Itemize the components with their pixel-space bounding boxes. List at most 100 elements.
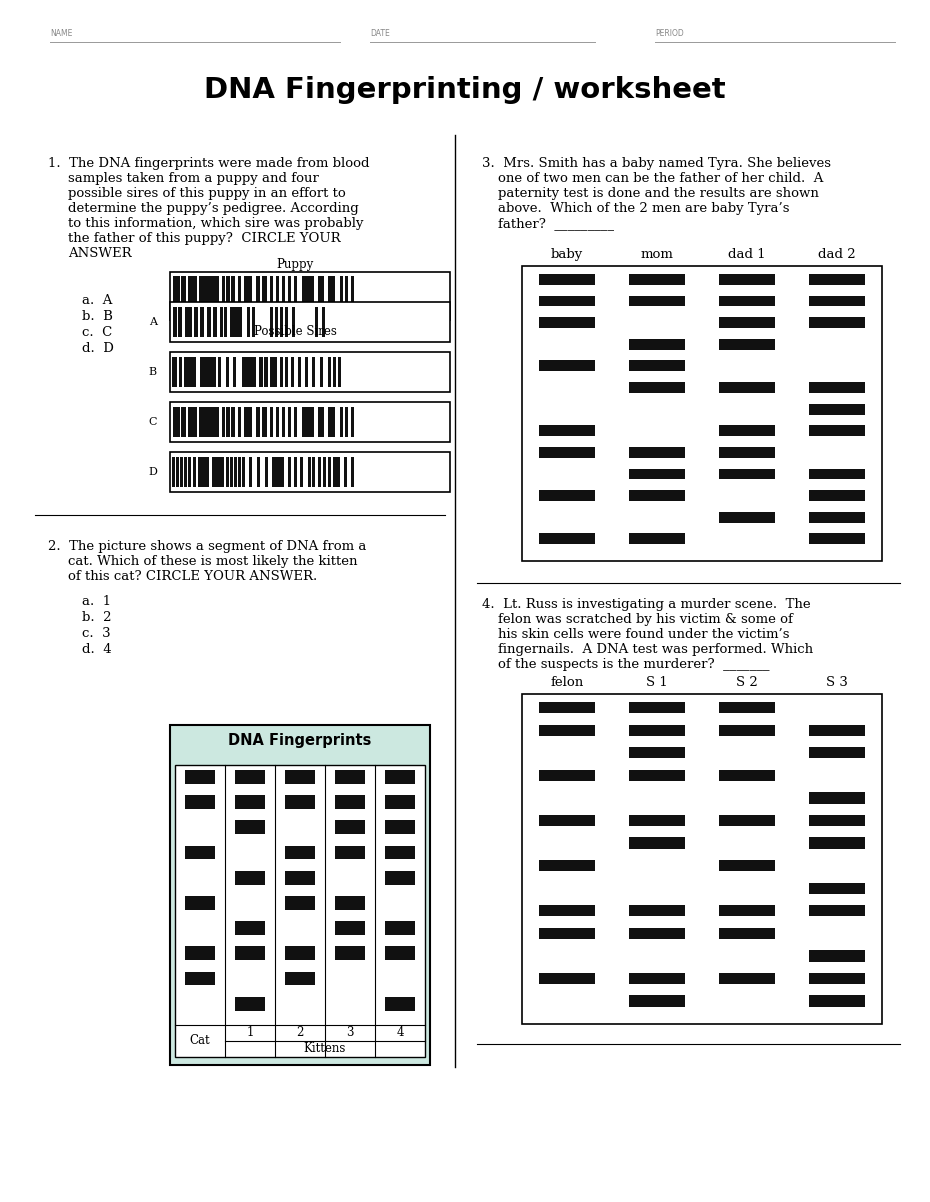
Bar (235, 921, 265, 935)
Bar (213, 307, 217, 337)
Bar (522, 266, 882, 561)
Text: a.  1: a. 1 (82, 595, 111, 608)
Bar (719, 859, 775, 871)
Bar (193, 457, 196, 487)
Bar (318, 276, 324, 316)
Bar (340, 276, 343, 316)
Text: A: A (149, 317, 157, 327)
Bar (539, 296, 595, 307)
Text: of this cat? CIRCLE YOUR ANSWER.: of this cat? CIRCLE YOUR ANSWER. (68, 570, 317, 583)
Bar (351, 457, 354, 487)
Text: dad 1: dad 1 (728, 248, 765, 261)
Bar (233, 357, 236, 387)
Bar (629, 905, 684, 916)
Bar (262, 407, 267, 438)
Bar (302, 407, 314, 438)
Bar (244, 407, 252, 438)
Text: felon was scratched by his victim & some of: felon was scratched by his victim & some… (498, 613, 793, 626)
Bar (629, 702, 684, 713)
Bar (280, 357, 283, 387)
Bar (335, 796, 365, 809)
Bar (185, 845, 215, 859)
Bar (170, 352, 450, 392)
Bar (180, 457, 183, 487)
Bar (629, 534, 684, 545)
Bar (181, 276, 186, 316)
Bar (270, 407, 273, 438)
Bar (292, 307, 295, 337)
Bar (323, 457, 326, 487)
Bar (629, 725, 684, 736)
Bar (244, 276, 252, 316)
Text: 2.  The picture shows a segment of DNA from a: 2. The picture shows a segment of DNA fr… (48, 540, 366, 553)
Bar (257, 457, 260, 487)
Bar (809, 951, 865, 962)
Bar (809, 317, 865, 328)
Bar (235, 796, 265, 809)
Bar (294, 407, 297, 438)
Bar (234, 457, 237, 487)
Bar (809, 404, 865, 415)
Text: mom: mom (641, 248, 673, 261)
Bar (719, 928, 775, 939)
Bar (539, 534, 595, 545)
Bar (719, 296, 775, 307)
Bar (288, 276, 291, 316)
Bar (385, 796, 415, 809)
Bar (629, 838, 684, 849)
Text: 1.  The DNA fingerprints were made from blood: 1. The DNA fingerprints were made from b… (48, 157, 369, 169)
Text: c.  C: c. C (82, 326, 113, 339)
Text: Cat: Cat (190, 1035, 210, 1047)
Bar (719, 339, 775, 350)
Bar (539, 859, 595, 871)
Bar (539, 447, 595, 458)
Bar (629, 361, 684, 371)
Bar (809, 838, 865, 849)
Bar (262, 276, 267, 316)
Bar (629, 296, 684, 307)
Bar (333, 357, 336, 387)
Bar (242, 457, 245, 487)
Bar (809, 512, 865, 523)
Bar (188, 407, 197, 438)
Bar (226, 457, 229, 487)
Text: paternity test is done and the results are shown: paternity test is done and the results a… (498, 188, 819, 200)
Bar (629, 928, 684, 939)
Bar (285, 770, 315, 784)
Bar (318, 407, 324, 438)
Bar (172, 357, 177, 387)
Bar (222, 407, 225, 438)
Text: 4.  Lt. Russ is investigating a murder scene.  The: 4. Lt. Russ is investigating a murder sc… (482, 599, 811, 611)
Bar (238, 457, 241, 487)
Bar (276, 407, 279, 438)
Bar (288, 407, 291, 438)
Bar (629, 382, 684, 393)
Bar (809, 725, 865, 736)
Bar (270, 276, 273, 316)
Bar (308, 457, 311, 487)
Bar (272, 457, 284, 487)
Bar (539, 702, 595, 713)
Bar (719, 469, 775, 480)
Bar (231, 407, 235, 438)
Bar (809, 382, 865, 393)
Bar (173, 276, 180, 316)
Bar (539, 769, 595, 781)
Bar (629, 748, 684, 758)
Bar (345, 276, 348, 316)
Bar (809, 792, 865, 804)
Text: S 2: S 2 (737, 676, 758, 689)
Bar (285, 971, 315, 986)
Bar (285, 946, 315, 960)
Bar (280, 307, 283, 337)
Bar (809, 995, 865, 1007)
Bar (328, 407, 335, 438)
Bar (226, 407, 230, 438)
Text: a.  A: a. A (82, 294, 113, 307)
Bar (629, 995, 684, 1007)
Bar (172, 457, 175, 487)
Bar (539, 274, 595, 285)
Bar (184, 357, 194, 387)
Text: baby: baby (551, 248, 583, 261)
Bar (294, 457, 297, 487)
